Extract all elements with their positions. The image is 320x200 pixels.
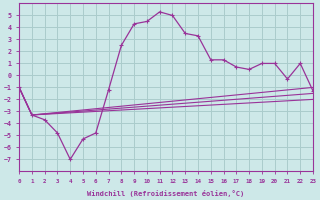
X-axis label: Windchill (Refroidissement éolien,°C): Windchill (Refroidissement éolien,°C) (87, 190, 245, 197)
